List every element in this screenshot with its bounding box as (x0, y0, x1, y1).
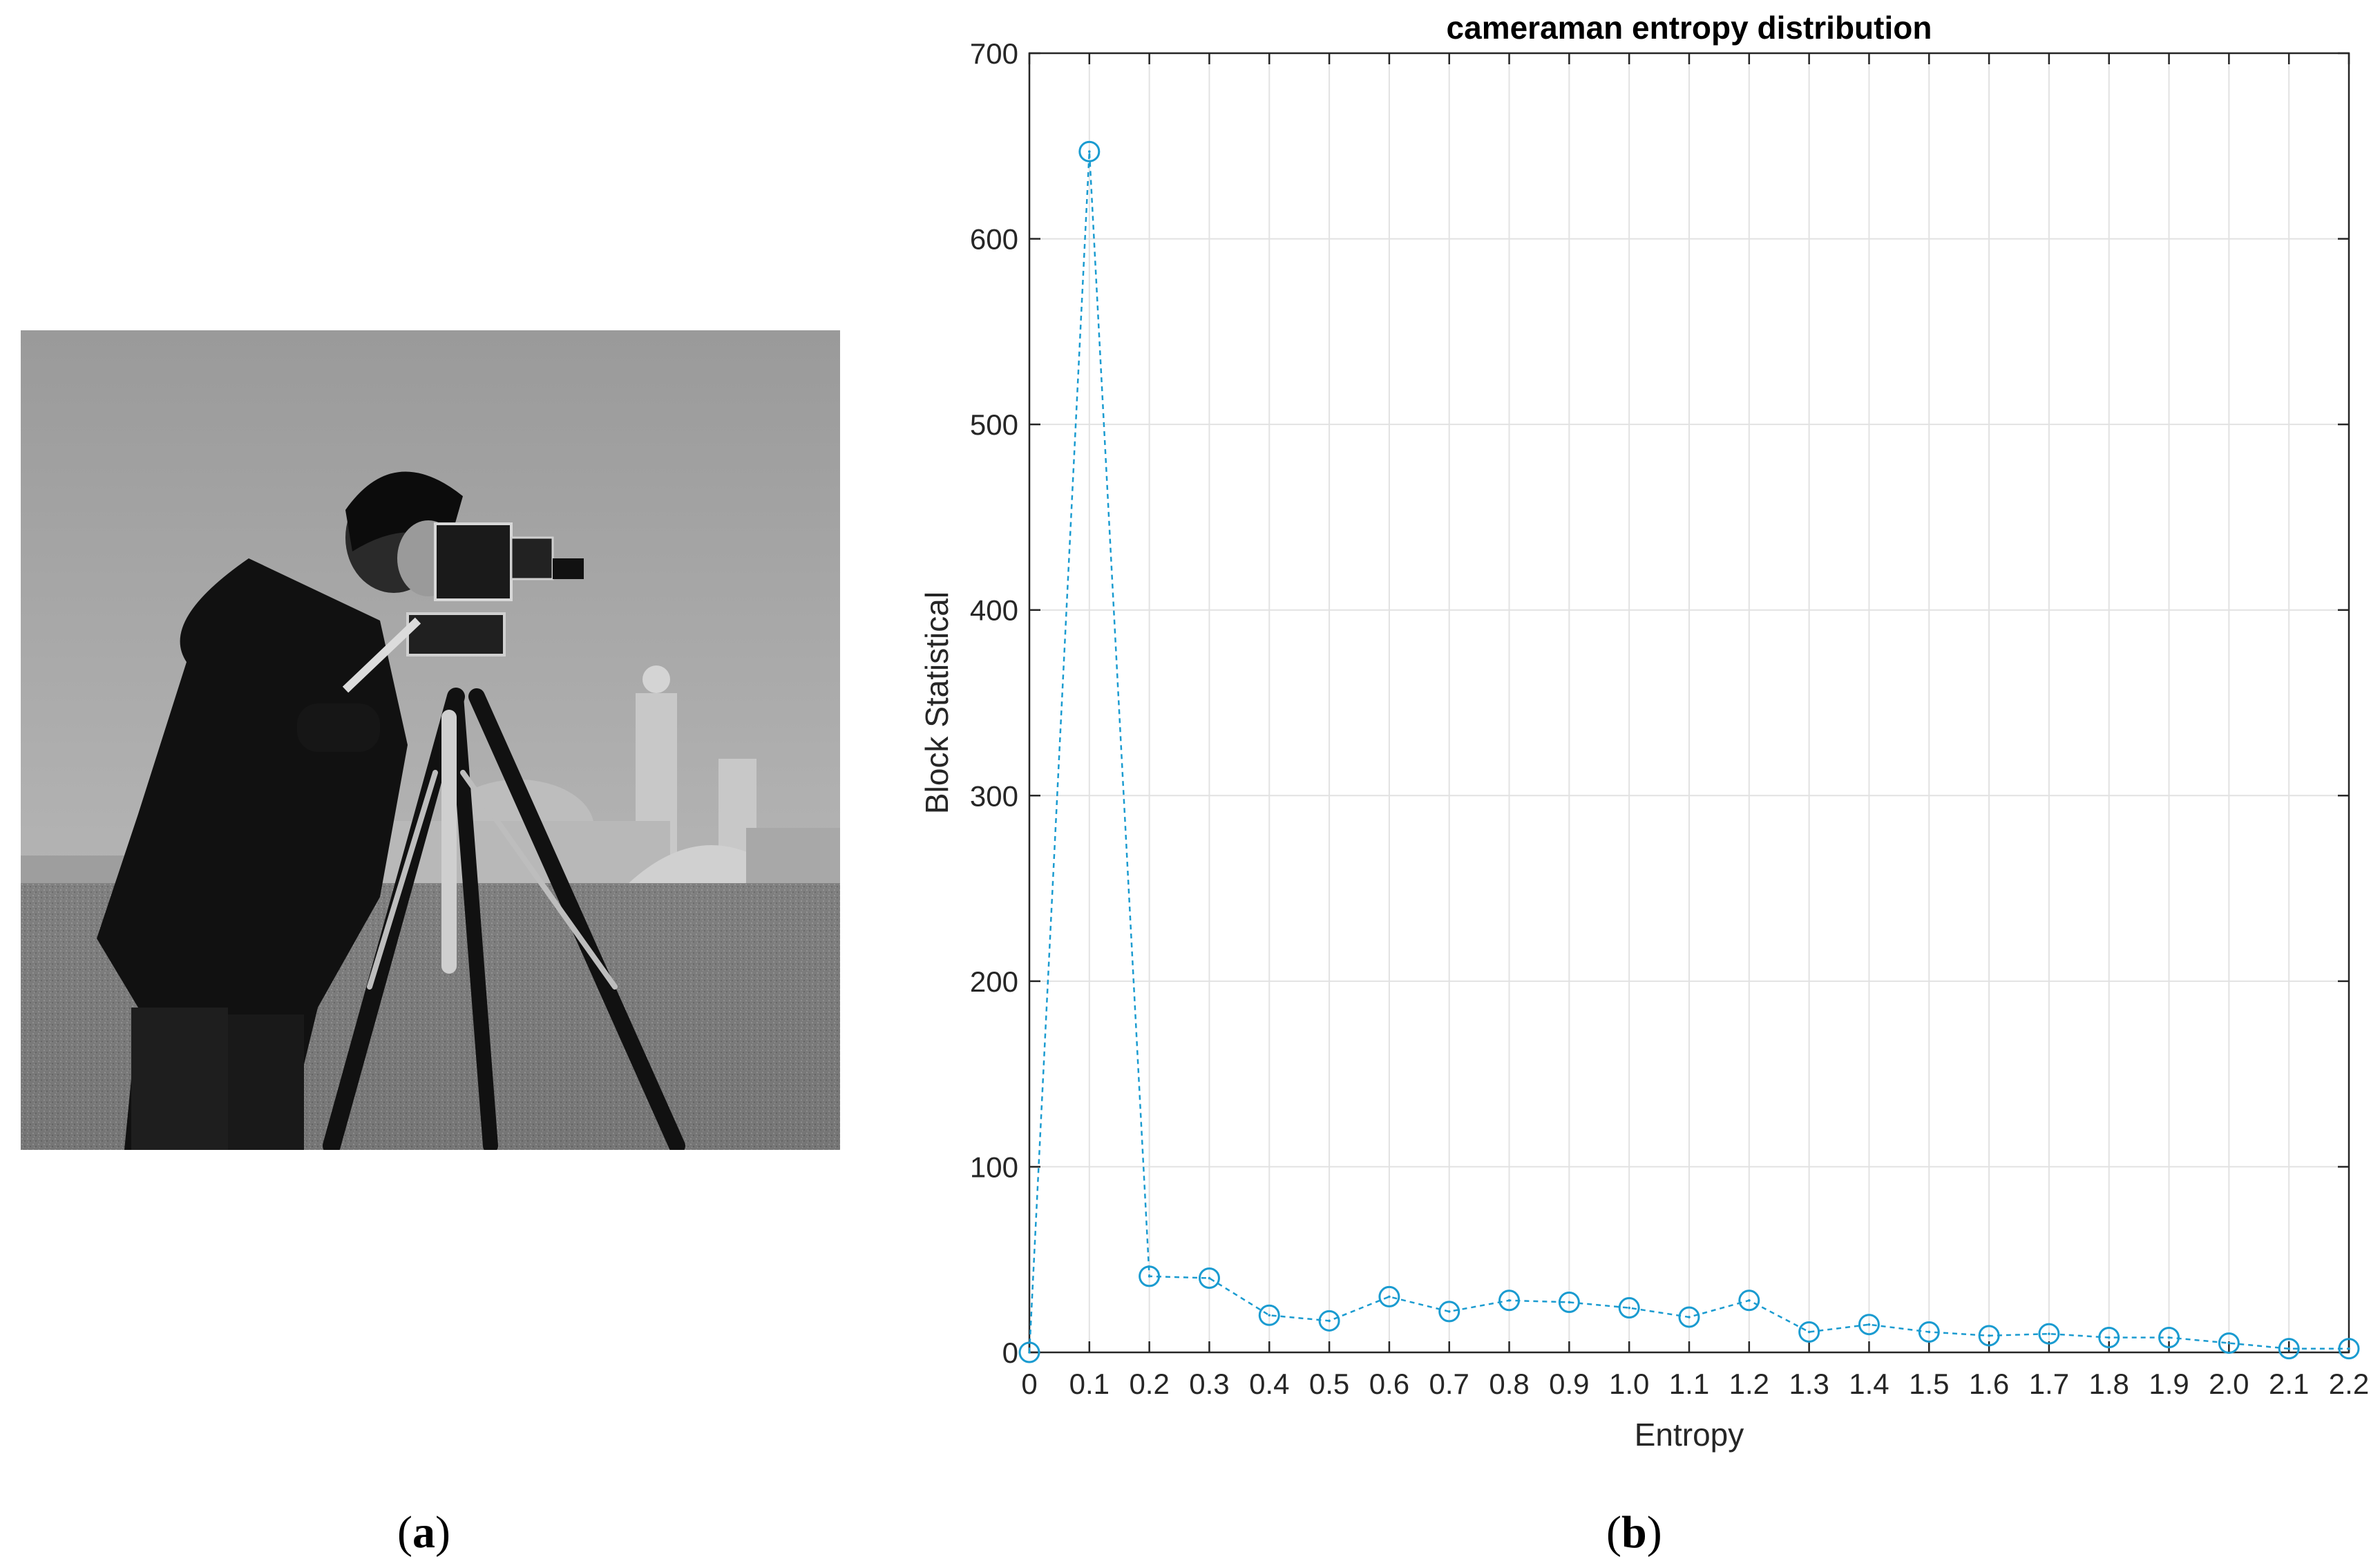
axis-ticks: 0 0.1 0.2 0.3 0.4 0.5 0.6 0.7 0.8 0.9 1.0 1.1 1.2 1.3… (970, 37, 2369, 1400)
x-tick-label: 1.0 (1609, 1368, 1649, 1400)
data-point-marker (1498, 1289, 1521, 1312)
y-tick-label: 300 (970, 780, 1018, 812)
data-point-marker (1198, 1267, 1220, 1289)
data-point-center (2227, 1341, 2231, 1345)
cameraman-photo (21, 330, 840, 1150)
x-tick-label: 2.0 (2209, 1368, 2249, 1400)
data-point-marker (1378, 1285, 1400, 1307)
x-tick-label: 1.2 (1729, 1368, 1769, 1400)
y-tick-label: 400 (970, 594, 1018, 627)
y-tick-label: 600 (970, 223, 1018, 256)
data-point-marker (1318, 1310, 1340, 1332)
x-tick-label: 2.2 (2329, 1368, 2369, 1400)
y-tick-label: 200 (970, 965, 1018, 998)
data-point-center (1268, 1314, 1271, 1317)
x-tick-label: 1.4 (1849, 1368, 1889, 1400)
data-point-marker (1438, 1301, 1460, 1323)
data-point-marker (1738, 1289, 1760, 1312)
grid (1029, 53, 2350, 1353)
data-point-center (1628, 1306, 1630, 1310)
data-point-marker (1798, 1321, 1820, 1343)
caption-a: (a) (397, 1507, 450, 1558)
data-point-marker (1618, 1297, 1640, 1319)
entropy-chart: 0 0.1 0.2 0.3 0.4 0.5 0.6 0.7 0.8 0.9 1.0 1.1 1.2 1.3… (898, 0, 2380, 1552)
y-tick-label: 0 (1002, 1336, 1018, 1369)
y-tick-label: 500 (970, 408, 1018, 441)
data-point-center (1988, 1334, 1990, 1337)
camera (342, 522, 584, 693)
x-tick-label: 0.9 (1549, 1368, 1589, 1400)
data-point-marker (1258, 1304, 1280, 1326)
data-point-center (1927, 1330, 1931, 1334)
data-point-marker (2338, 1338, 2360, 1360)
x-tick-label: 1.8 (2089, 1368, 2129, 1400)
caption-b: (b) (1606, 1507, 1662, 1558)
x-tick-label: 1.1 (1669, 1368, 1709, 1400)
x-tick-label: 0.5 (1309, 1368, 1349, 1400)
data-point-center (1867, 1323, 1871, 1326)
data-point-marker (1018, 1341, 1040, 1363)
data-point-center (2287, 1347, 2290, 1350)
data-point-center (1148, 1275, 1151, 1278)
data-point-center (1328, 1319, 1331, 1323)
caption-a-letter: a (412, 1507, 435, 1558)
x-tick-label: 1.9 (2149, 1368, 2189, 1400)
data-point-center (2048, 1332, 2050, 1335)
x-tick-label: 0.2 (1129, 1368, 1169, 1400)
series (1018, 140, 2360, 1363)
data-point-marker (1078, 140, 1101, 162)
x-tick-label: 0.8 (1489, 1368, 1529, 1400)
data-point-center (1447, 1310, 1451, 1313)
x-tick-label: 0.1 (1069, 1368, 1110, 1400)
data-point-center (2107, 1336, 2111, 1339)
data-point-marker (1918, 1321, 1940, 1343)
x-tick-label: 0.6 (1369, 1368, 1409, 1400)
data-point-center (1388, 1295, 1391, 1298)
x-tick-label: 0 (1021, 1368, 1037, 1400)
x-tick-label: 1.3 (1789, 1368, 1829, 1400)
x-tick-label: 2.1 (2269, 1368, 2309, 1400)
x-tick-label: 1.6 (1969, 1368, 2009, 1400)
x-tick-label: 0.7 (1429, 1368, 1469, 1400)
data-point-marker (1678, 1306, 1700, 1328)
data-point-marker (1558, 1291, 1580, 1313)
y-tick-label: 700 (970, 37, 1018, 70)
data-point-marker (2038, 1323, 2060, 1345)
data-point-center (1208, 1276, 1211, 1280)
data-point-marker (2098, 1327, 2120, 1349)
chart-title: cameraman entropy distribution (1447, 10, 1932, 46)
data-point-center (1748, 1299, 1751, 1302)
data-point-center (1807, 1330, 1811, 1334)
x-axis-label: Entropy (1635, 1417, 1744, 1453)
data-point-marker (2158, 1327, 2180, 1349)
x-tick-label: 0.4 (1249, 1368, 1289, 1400)
x-tick-label: 1.5 (1909, 1368, 1949, 1400)
data-point-marker (2218, 1332, 2240, 1354)
y-axis-label: Block Statistical (919, 592, 955, 814)
data-point-center (1568, 1301, 1571, 1304)
data-point-marker (1858, 1314, 1880, 1336)
data-point-center (2167, 1336, 2171, 1339)
data-point-center (2348, 1347, 2350, 1350)
data-point-center (1028, 1351, 1031, 1354)
data-point-marker (1978, 1325, 2000, 1347)
caption-b-letter: b (1621, 1507, 1647, 1558)
x-tick-label: 0.3 (1189, 1368, 1229, 1400)
y-tick-label: 100 (970, 1151, 1018, 1183)
x-tick-label: 1.7 (2029, 1368, 2069, 1400)
man (97, 471, 463, 1150)
tripod (323, 688, 685, 1150)
data-point-center (1507, 1299, 1511, 1302)
data-point-marker (2278, 1338, 2300, 1360)
data-point-center (1088, 150, 1091, 153)
data-point-center (1688, 1316, 1691, 1319)
data-point-marker (1139, 1265, 1161, 1287)
